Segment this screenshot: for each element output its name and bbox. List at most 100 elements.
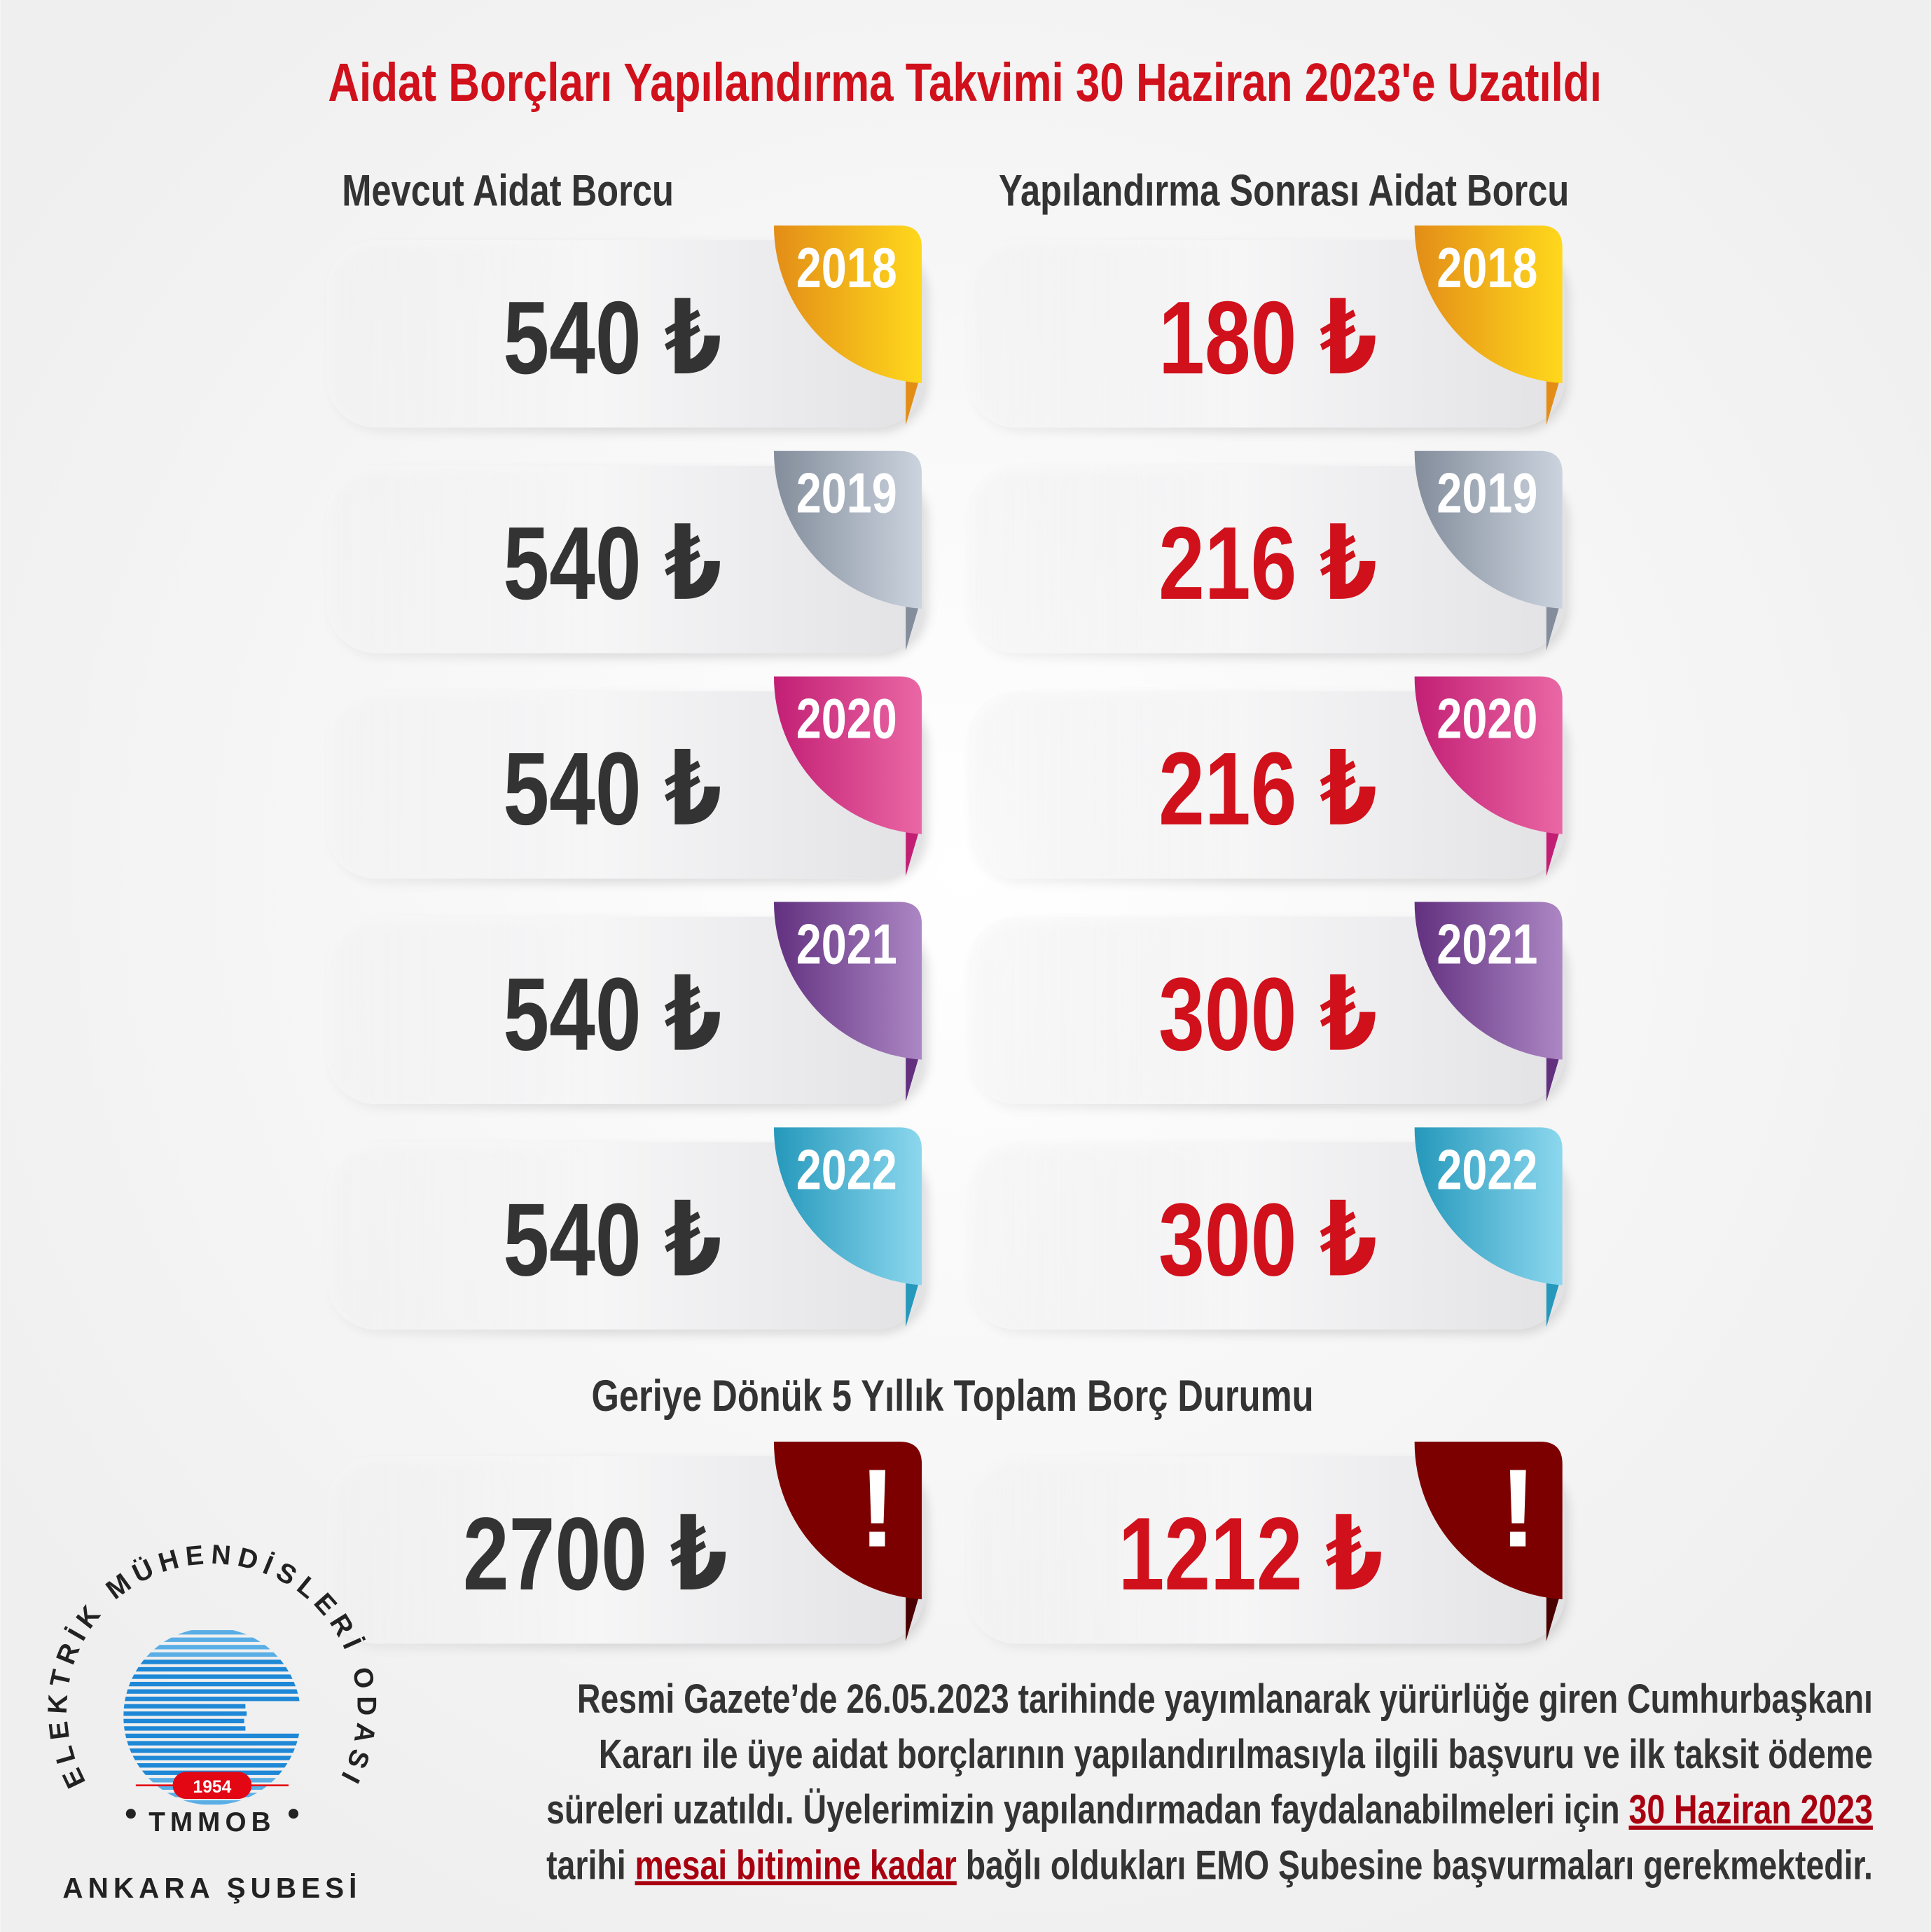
year: 2022 [1437, 1138, 1537, 1201]
logo-stripe [123, 1630, 301, 1635]
logo-stripe [123, 1652, 301, 1657]
card [326, 240, 925, 428]
amount: 300 ₺ [1158, 957, 1377, 1072]
card [326, 916, 925, 1104]
ribbon [773, 676, 922, 834]
ribbon [1414, 676, 1563, 834]
card-fold [1546, 1272, 1563, 1327]
amount: 540 ₺ [503, 1182, 721, 1297]
column-heading: Yapılandırma Sonrası Aidat Borcu [999, 167, 1569, 216]
total-amount: 1212 ₺ [1119, 1496, 1383, 1612]
logo-stripe [123, 1718, 244, 1724]
alert-mark: ! [859, 1446, 896, 1570]
note-text: Resmi Gazete’de 26.05.2023 tarihinde yay… [577, 1676, 1873, 1722]
logo-stripe [123, 1755, 301, 1760]
note-line: Resmi Gazete’de 26.05.2023 tarihinde yay… [577, 1676, 1873, 1722]
alert-mark: ! [1500, 1446, 1537, 1570]
card [326, 1142, 925, 1330]
note: Resmi Gazete’de 26.05.2023 tarihinde yay… [546, 1676, 1873, 1888]
logo-stripe [123, 1704, 246, 1709]
note-highlight: mesai bitimine kadar [635, 1842, 957, 1888]
ribbon [773, 902, 922, 1060]
ribbon [1414, 1127, 1563, 1285]
amount: 300 ₺ [1158, 1182, 1377, 1297]
year: 2018 [1437, 237, 1537, 300]
logo-stripe [123, 1763, 301, 1768]
card [967, 465, 1565, 654]
card-fold [1546, 1587, 1563, 1641]
column-heading: Mevcut Aidat Borcu [342, 167, 674, 216]
note-text: bağlı oldukları EMO Şubesine başvurmalar… [957, 1842, 1873, 1888]
card [326, 465, 925, 654]
ribbon [773, 225, 922, 384]
logo-stripe [123, 1800, 301, 1805]
logo-year-badge-top [172, 1772, 252, 1800]
card [967, 916, 1565, 1104]
note-text: tarihi [546, 1842, 635, 1888]
note-line: tarihi mesai bitimine kadar bağlı oldukl… [546, 1842, 1873, 1888]
amount: 180 ₺ [1158, 280, 1377, 396]
amount: 540 ₺ [503, 280, 721, 396]
logo-stripe [123, 1711, 247, 1716]
logo-stripe [123, 1660, 301, 1664]
logo-stripe [123, 1726, 246, 1731]
note-highlight: 30 Haziran 2023 [1629, 1787, 1873, 1833]
year: 2019 [796, 462, 897, 525]
cards: Mevcut Aidat Borcu 2018 540 ₺ 2019 540 ₺ 2020… [326, 167, 1569, 1644]
logo-stripe [123, 1645, 301, 1650]
ribbon [1414, 902, 1563, 1060]
logo-stripe [123, 1689, 301, 1694]
logo-stripe [123, 1697, 301, 1702]
card [326, 1456, 925, 1644]
card-fold [906, 596, 922, 651]
note-text: süreleri uzatıldı. Üyelerimizin yapıland… [546, 1787, 1628, 1833]
year: 2019 [1437, 462, 1537, 525]
year: 2020 [1437, 688, 1537, 751]
amount: 216 ₺ [1158, 506, 1377, 621]
logo-dot [125, 1809, 136, 1819]
year: 2021 [1437, 913, 1537, 976]
card-fold [906, 1587, 922, 1641]
logo-year: 1954 [193, 1778, 232, 1797]
logo-stripe [123, 1681, 301, 1687]
amount: 216 ₺ [1158, 731, 1377, 847]
title: Aidat Borçları Yapılandırma Takvimi 30 H… [328, 53, 1602, 113]
card [967, 240, 1565, 428]
card [967, 691, 1565, 879]
note-text: Kararı ile üye aidat borçlarının yapılan… [599, 1732, 1873, 1777]
total-heading: Geriye Dönük 5 Yıllık Toplam Borç Durumu [591, 1372, 1313, 1421]
card-fold [1546, 1047, 1563, 1102]
amount: 540 ₺ [503, 957, 721, 1072]
logo-branch: ANKARA ŞUBESİ [62, 1872, 361, 1904]
total-amount: 2700 ₺ [463, 1496, 728, 1612]
year: 2021 [796, 913, 897, 976]
amount: 540 ₺ [503, 731, 721, 847]
ribbon [1414, 1441, 1563, 1600]
ribbon [1414, 450, 1563, 609]
note-line: Kararı ile üye aidat borçlarının yapılan… [599, 1732, 1873, 1777]
logo-stripe [123, 1741, 301, 1746]
card [326, 691, 925, 879]
logo-stripe [123, 1733, 301, 1739]
ribbon [1414, 225, 1563, 384]
card-fold [1546, 596, 1563, 651]
note-line: süreleri uzatıldı. Üyelerimizin yapıland… [546, 1787, 1873, 1833]
card-fold [906, 1047, 922, 1102]
card-fold [906, 1272, 922, 1327]
card [967, 1456, 1565, 1644]
ribbon [773, 1441, 922, 1600]
logo-bottom: TMMOB [148, 1807, 275, 1837]
ribbon [773, 1127, 922, 1285]
amount: 540 ₺ [503, 506, 721, 621]
ribbon [773, 450, 922, 609]
year: 2022 [796, 1138, 897, 1201]
logo-stripe [123, 1637, 301, 1642]
logo-stripe [123, 1674, 301, 1679]
logo-stripe [123, 1667, 301, 1672]
year: 2018 [796, 237, 897, 300]
card [967, 1142, 1565, 1330]
